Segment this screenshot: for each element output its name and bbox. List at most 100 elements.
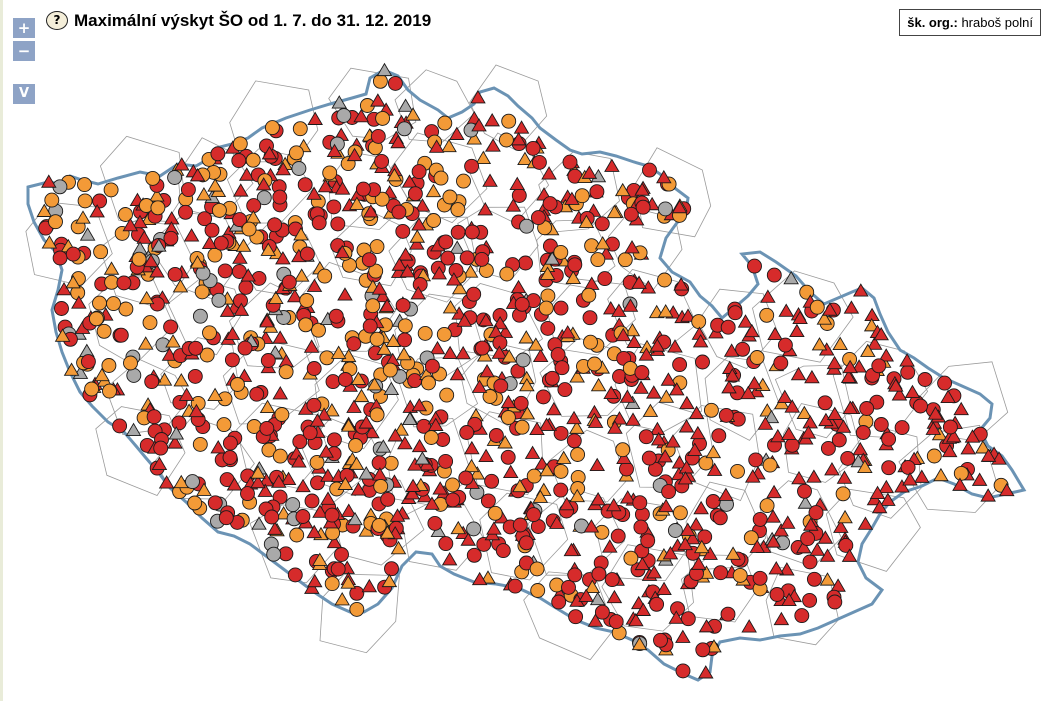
circle-marker[interactable] [567,257,583,273]
circle-marker[interactable] [937,375,953,391]
triangle-marker[interactable] [471,118,487,132]
triangle-marker[interactable] [165,334,181,348]
triangle-marker[interactable] [819,572,836,586]
triangle-marker[interactable] [374,288,391,303]
circle-marker[interactable] [423,430,439,445]
triangle-marker[interactable] [841,548,858,562]
triangle-marker[interactable] [189,167,206,182]
triangle-marker[interactable] [842,400,859,414]
triangle-marker[interactable] [675,629,691,643]
triangle-marker[interactable] [746,375,763,390]
triangle-marker[interactable] [587,414,604,428]
triangle-marker[interactable] [383,381,400,395]
circle-marker[interactable] [584,238,600,254]
triangle-marker[interactable] [466,131,483,145]
triangle-marker[interactable] [291,454,307,468]
triangle-marker[interactable] [790,366,807,381]
circle-marker[interactable] [118,301,134,317]
triangle-marker[interactable] [529,421,545,436]
triangle-marker[interactable] [41,174,57,188]
circle-marker[interactable] [642,162,657,178]
circle-marker[interactable] [368,263,384,279]
circle-marker[interactable] [695,354,710,370]
circle-marker[interactable] [232,136,248,152]
triangle-marker[interactable] [295,478,311,493]
circle-marker[interactable] [204,222,220,238]
circle-marker[interactable] [237,340,253,356]
circle-marker[interactable] [615,442,631,458]
circle-marker[interactable] [407,373,423,389]
circle-marker[interactable] [507,578,523,594]
triangle-marker[interactable] [589,591,606,606]
circle-marker[interactable] [153,440,169,456]
triangle-marker[interactable] [565,270,582,284]
triangle-marker[interactable] [429,340,446,355]
circle-marker[interactable] [553,244,569,260]
circle-marker[interactable] [942,419,958,435]
circle-marker[interactable] [594,216,610,232]
circle-marker[interactable] [246,198,262,214]
triangle-marker[interactable] [65,274,81,289]
triangle-marker[interactable] [809,542,826,556]
triangle-marker[interactable] [770,428,786,443]
triangle-marker[interactable] [125,422,142,437]
circle-marker[interactable] [310,475,325,491]
triangle-marker[interactable] [381,573,398,588]
circle-marker[interactable] [759,307,775,323]
triangle-marker[interactable] [656,581,672,596]
triangle-marker[interactable] [509,176,526,191]
circle-marker[interactable] [640,533,656,549]
triangle-marker[interactable] [178,387,195,401]
triangle-marker[interactable] [136,230,153,244]
triangle-marker[interactable] [316,407,332,421]
triangle-marker[interactable] [690,425,706,440]
circle-marker[interactable] [917,372,933,387]
triangle-marker[interactable] [442,300,459,314]
triangle-marker[interactable] [491,345,508,359]
triangle-marker[interactable] [880,492,896,506]
circle-marker[interactable] [553,300,569,316]
circle-marker[interactable] [299,293,315,308]
circle-marker[interactable] [272,448,288,464]
circle-marker[interactable] [309,454,325,470]
triangle-marker[interactable] [584,579,601,593]
circle-marker[interactable] [259,420,275,436]
circle-marker[interactable] [495,543,511,559]
triangle-marker[interactable] [679,522,696,536]
triangle-marker[interactable] [688,405,705,420]
help-icon[interactable]: ? [46,11,68,30]
circle-marker[interactable] [437,115,453,131]
triangle-marker[interactable] [619,490,636,504]
triangle-marker[interactable] [501,349,517,363]
triangle-marker[interactable] [811,337,828,351]
triangle-marker[interactable] [196,482,212,496]
triangle-marker[interactable] [370,93,386,107]
circle-marker[interactable] [116,275,132,291]
triangle-marker[interactable] [364,424,380,439]
triangle-marker[interactable] [75,210,91,224]
triangle-marker[interactable] [455,345,471,360]
circle-marker[interactable] [551,594,567,610]
triangle-marker[interactable] [303,339,320,353]
triangle-marker[interactable] [826,406,843,420]
circle-marker[interactable] [297,177,313,193]
triangle-marker[interactable] [442,345,458,360]
triangle-marker[interactable] [718,487,734,501]
triangle-marker[interactable] [486,521,502,535]
triangle-marker[interactable] [606,204,623,219]
circle-marker[interactable] [542,196,558,212]
circle-marker[interactable] [371,517,387,533]
circle-marker[interactable] [337,372,353,387]
circle-marker[interactable] [840,450,856,466]
triangle-marker[interactable] [558,496,575,511]
circle-marker[interactable] [370,128,386,144]
circle-marker[interactable] [421,375,436,391]
circle-marker[interactable] [794,608,810,624]
circle-marker[interactable] [464,158,480,174]
triangle-marker[interactable] [196,187,212,201]
triangle-marker[interactable] [763,409,780,424]
circle-marker[interactable] [501,113,517,129]
triangle-marker[interactable] [546,401,562,416]
triangle-marker[interactable] [857,459,873,474]
triangle-marker[interactable] [737,314,754,328]
